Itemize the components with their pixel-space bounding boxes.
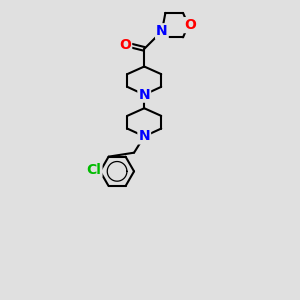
Text: Cl: Cl	[87, 163, 101, 177]
Text: N: N	[156, 24, 168, 38]
Text: O: O	[184, 18, 196, 32]
Text: O: O	[119, 38, 131, 52]
Text: N: N	[138, 129, 150, 143]
Text: N: N	[138, 88, 150, 102]
